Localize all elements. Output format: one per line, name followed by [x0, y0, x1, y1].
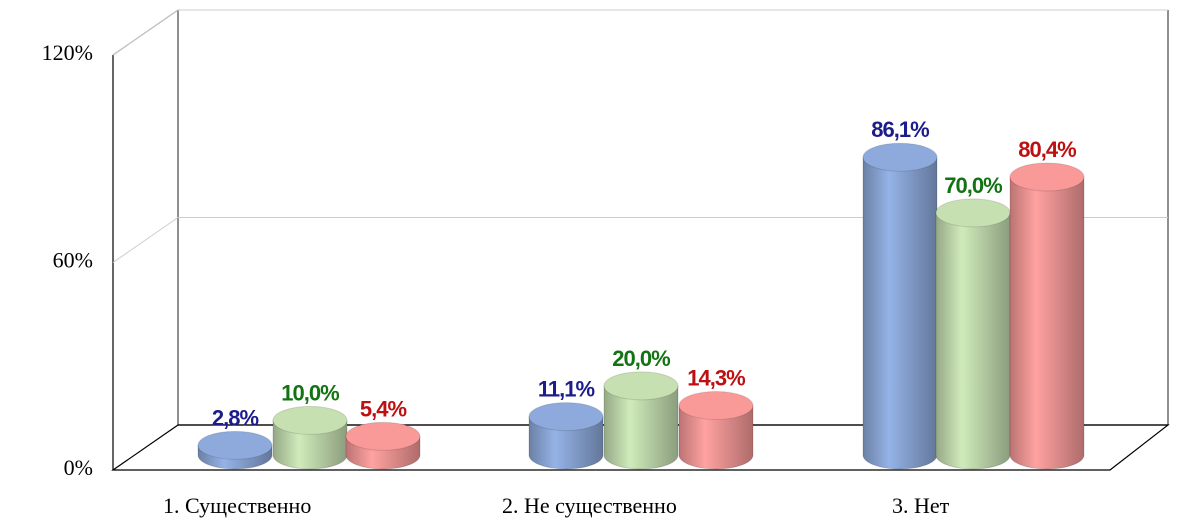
x-tick-label: 2. Не существенно — [502, 493, 677, 518]
bar-top — [862, 142, 938, 172]
value-label: 11,1% — [538, 377, 595, 402]
bar-top — [345, 421, 421, 451]
value-label: 80,4% — [1018, 137, 1076, 162]
value-label: 86,1% — [871, 117, 929, 142]
y-tick-label: 120% — [42, 40, 93, 65]
bar-top — [935, 198, 1011, 228]
y-tick-label: 0% — [64, 455, 93, 480]
bar-top — [678, 391, 754, 421]
bar-top — [1009, 162, 1085, 192]
bar — [528, 416, 604, 470]
bar — [603, 385, 679, 470]
value-label: 5,4% — [360, 396, 407, 421]
bar-top — [603, 371, 679, 401]
value-label: 14,3% — [687, 366, 745, 391]
bar — [272, 419, 348, 470]
value-label: 70,0% — [944, 173, 1002, 198]
bar — [935, 212, 1011, 470]
value-label: 20,0% — [612, 346, 670, 371]
floor — [111, 424, 1170, 471]
grid-line — [112, 217, 179, 263]
bar — [862, 156, 938, 470]
bar-top — [197, 430, 273, 460]
grid-line — [112, 9, 179, 56]
value-label: 10,0% — [281, 380, 339, 405]
y-tick-label: 60% — [53, 248, 93, 273]
bar — [1009, 176, 1085, 470]
bar-top — [528, 402, 604, 432]
bar-top — [272, 405, 348, 435]
value-label: 2,8% — [212, 405, 259, 430]
bar — [678, 405, 754, 470]
x-tick-label: 3. Нет — [892, 493, 950, 518]
x-tick-label: 1. Существенно — [163, 493, 311, 518]
